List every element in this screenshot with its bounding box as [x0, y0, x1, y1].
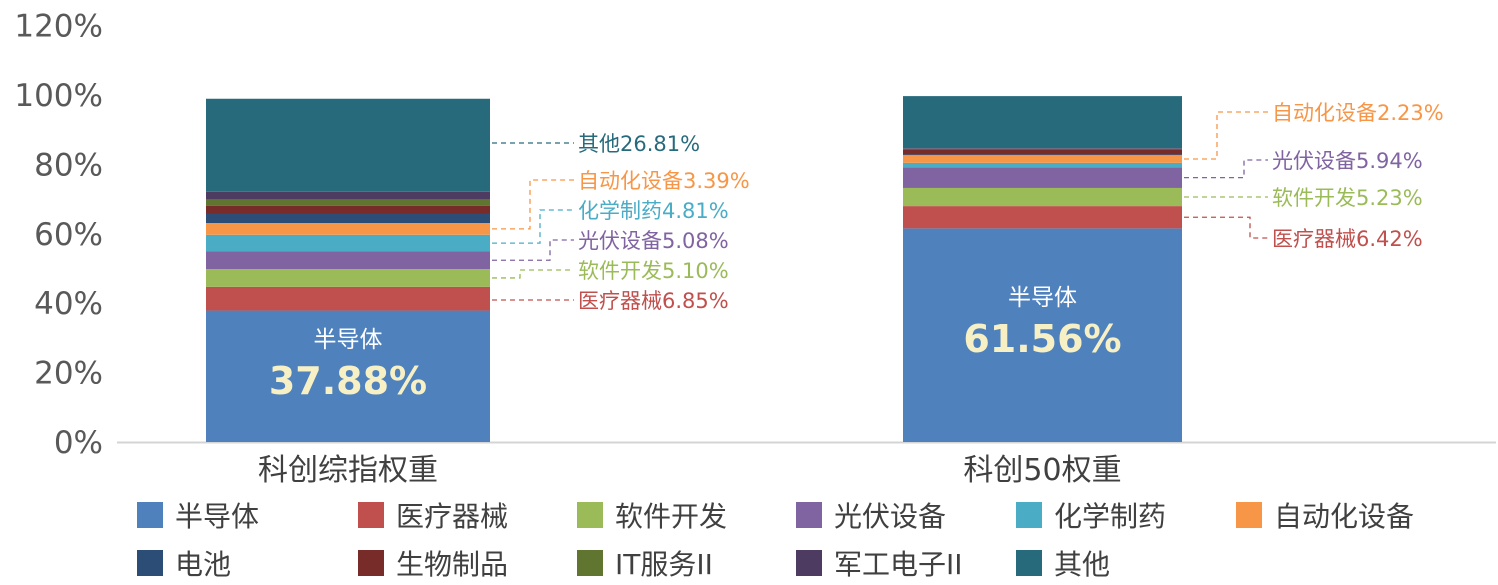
- bar-main-label: 半导体: [314, 327, 383, 353]
- legend-label: 医疗器械: [396, 500, 508, 533]
- legend-label: IT服务II: [615, 548, 713, 581]
- legend-label: 生物制品: [396, 548, 508, 581]
- annotation-label: 其他26.81%: [578, 132, 700, 156]
- annotation-leader: [1184, 216, 1268, 239]
- bar-segment-3: [903, 187, 1182, 207]
- legend-label: 电池: [175, 548, 231, 581]
- bar-segment-10: [206, 191, 490, 200]
- annotation-leader: [1184, 111, 1268, 160]
- legend-swatch: [137, 550, 163, 576]
- legend-label: 其他: [1054, 548, 1110, 581]
- legend-label: 化学制药: [1054, 500, 1166, 533]
- legend-swatch: [1236, 502, 1262, 528]
- y-tick-label: 100%: [14, 78, 103, 114]
- bar-segment-2: [903, 206, 1182, 229]
- legend-label: 半导体: [175, 500, 259, 533]
- annotation-label: 自动化设备2.23%: [1272, 101, 1444, 125]
- annotation-label: 自动化设备3.39%: [578, 169, 750, 193]
- bar-segment-4: [903, 167, 1182, 188]
- annotation-leader: [492, 269, 574, 279]
- category-label: 科创综指权重: [258, 453, 438, 488]
- annotation-label: 医疗器械6.42%: [1272, 227, 1423, 251]
- bar-main-value: 61.56%: [963, 317, 1121, 361]
- annotation-leader: [492, 179, 574, 230]
- bar-segment-11: [903, 96, 1182, 149]
- annotation-leader: [492, 209, 574, 244]
- legend-label: 光伏设备: [834, 500, 946, 533]
- annotation-leader: [492, 239, 574, 261]
- bar-segment-2: [206, 286, 490, 311]
- legend-swatch: [1016, 502, 1042, 528]
- annotation-label: 光伏设备5.94%: [1272, 149, 1423, 173]
- legend-swatch: [1016, 550, 1042, 576]
- bar-segment-11: [206, 98, 490, 192]
- y-tick-label: 60%: [34, 217, 103, 253]
- annotation-label: 软件开发5.10%: [578, 259, 729, 283]
- bar-segment-10: [903, 148, 1182, 149]
- bar-segment-8: [206, 205, 490, 214]
- legend-label: 软件开发: [615, 500, 727, 533]
- annotation-label: 光伏设备5.08%: [578, 229, 729, 253]
- bar-main-label: 半导体: [1008, 285, 1077, 311]
- legend-swatch: [577, 550, 603, 576]
- bar-segment-1: [903, 228, 1182, 442]
- bar-segment-3: [206, 269, 490, 287]
- legend-swatch: [796, 502, 822, 528]
- annotation-leader: [1184, 159, 1268, 179]
- bar-segment-7: [206, 213, 490, 224]
- annotation-label: 医疗器械6.85%: [578, 289, 729, 313]
- legend-swatch: [577, 502, 603, 528]
- y-tick-label: 120%: [14, 9, 103, 45]
- bar-segment-8: [903, 149, 1182, 155]
- legend-swatch: [137, 502, 163, 528]
- bar-segment-6: [903, 155, 1182, 163]
- bar-segment-4: [206, 251, 490, 270]
- y-tick-label: 20%: [34, 356, 103, 392]
- y-tick-label: 40%: [34, 286, 103, 322]
- y-tick-label: 0%: [54, 425, 103, 461]
- bar-segment-5: [206, 234, 490, 252]
- bar-main-value: 37.88%: [269, 359, 427, 403]
- legend-swatch: [358, 550, 384, 576]
- legend-swatch: [796, 550, 822, 576]
- legend-swatch: [358, 502, 384, 528]
- category-label: 科创50权重: [963, 453, 1121, 488]
- y-tick-label: 80%: [34, 147, 103, 183]
- bar-segment-5: [903, 162, 1182, 168]
- bar-segment-9: [903, 148, 1182, 150]
- bar-segment-9: [206, 199, 490, 206]
- annotation-label: 化学制药4.81%: [578, 199, 729, 223]
- bar-segment-7: [903, 154, 1182, 156]
- bar-segment-6: [206, 223, 490, 235]
- bar-segment-1: [206, 310, 490, 442]
- legend-label: 军工电子II: [834, 548, 963, 581]
- legend-label: 自动化设备: [1274, 500, 1414, 533]
- annotation-label: 软件开发5.23%: [1272, 186, 1423, 210]
